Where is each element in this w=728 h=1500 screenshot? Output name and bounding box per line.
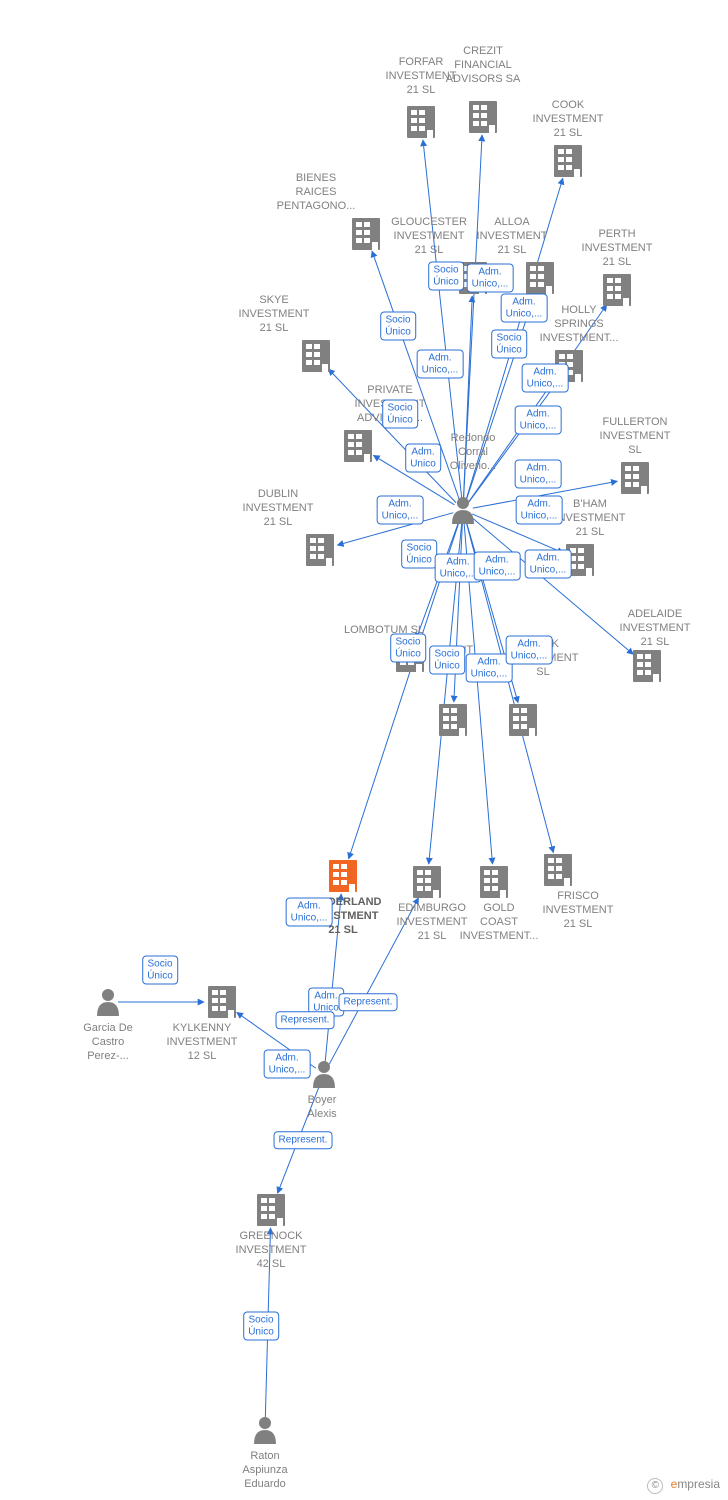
company-node-gloucester[interactable] (459, 262, 487, 294)
company-node-kylkenny[interactable] (208, 986, 236, 1018)
person-node-boyer[interactable] (313, 1061, 335, 1088)
edge (472, 514, 563, 553)
company-node-frisco[interactable] (544, 854, 572, 886)
edge (416, 519, 459, 639)
edge (423, 140, 462, 500)
company-node-crezit[interactable] (469, 101, 497, 133)
company-node-bienes[interactable] (352, 218, 380, 250)
network-graph (0, 0, 728, 1500)
company-node-bham[interactable] (566, 544, 594, 576)
footer-credit: © empresia (647, 1477, 720, 1494)
edge (463, 296, 472, 500)
edge (464, 520, 493, 864)
company-node-mount[interactable] (439, 704, 467, 736)
edge (265, 1228, 270, 1420)
edge (473, 481, 617, 508)
person-node-raton[interactable] (254, 1417, 276, 1444)
edge (373, 455, 454, 504)
company-node-perth[interactable] (603, 274, 631, 306)
edge (469, 380, 558, 501)
company-node-fullerton[interactable] (621, 462, 649, 494)
company-node-forfar[interactable] (407, 106, 435, 138)
copyright-symbol: © (647, 1478, 663, 1494)
company-node-lombotum[interactable] (396, 640, 424, 672)
edge (471, 516, 634, 654)
edge (464, 135, 483, 500)
company-node-holly[interactable] (555, 350, 583, 382)
company-node-edimburgo[interactable] (413, 866, 441, 898)
edge (454, 520, 463, 702)
edge (466, 178, 563, 500)
edge (337, 513, 453, 545)
company-node-goldcoast[interactable] (480, 866, 508, 898)
company-node-dublin[interactable] (306, 534, 334, 566)
edge (329, 898, 419, 1065)
edge (278, 1083, 321, 1193)
edge (466, 520, 518, 703)
company-node-sunderland[interactable] (329, 860, 357, 892)
edge (466, 295, 534, 500)
edge (466, 520, 554, 853)
person-node-garcia[interactable] (97, 989, 119, 1016)
edge (237, 1012, 316, 1068)
company-node-skye[interactable] (302, 340, 330, 372)
company-node-cork[interactable] (509, 704, 537, 736)
person-node-redondo[interactable] (452, 497, 474, 524)
company-node-adelaide[interactable] (633, 650, 661, 682)
edge (429, 520, 462, 864)
company-node-private[interactable] (344, 430, 372, 462)
company-node-greenock[interactable] (257, 1194, 285, 1226)
brand-rest: mpresia (677, 1477, 720, 1491)
company-node-cook[interactable] (554, 145, 582, 177)
edge (325, 894, 341, 1064)
company-node-alloa[interactable] (526, 262, 554, 294)
edge (349, 520, 460, 859)
edge (372, 251, 460, 501)
edge (469, 305, 607, 502)
